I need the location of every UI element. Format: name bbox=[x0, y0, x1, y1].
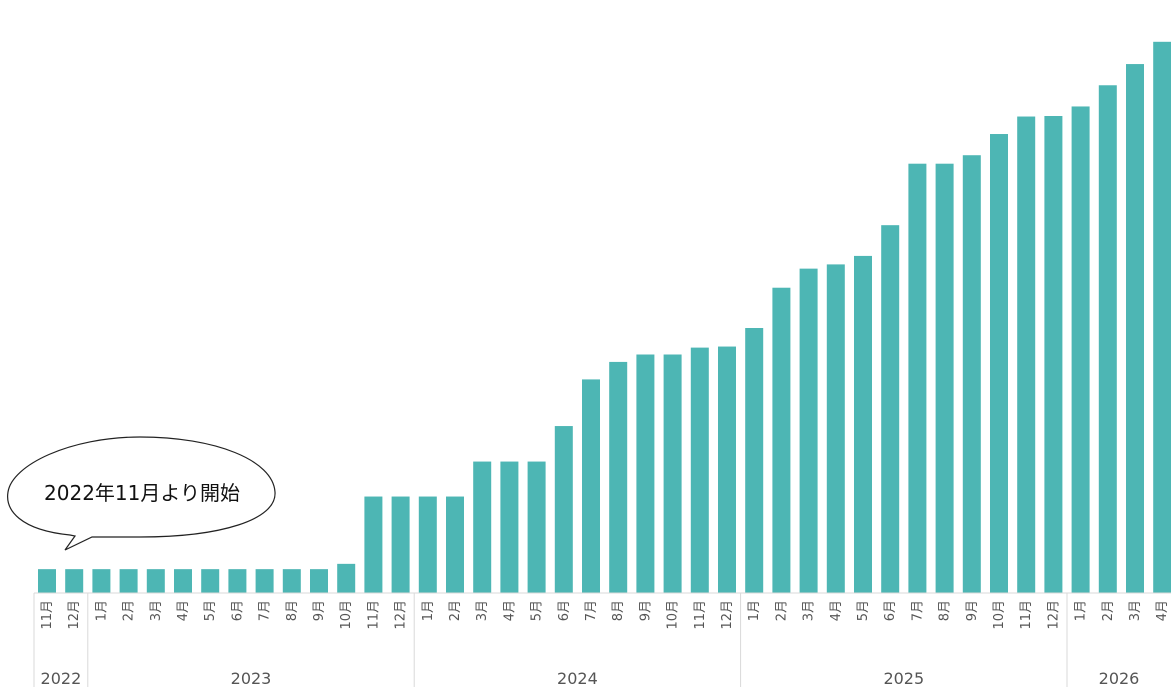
bar bbox=[473, 461, 492, 593]
x-tick-label: 3月 bbox=[149, 600, 164, 621]
x-tick-label: 4月 bbox=[176, 600, 191, 621]
bar bbox=[962, 155, 981, 593]
x-tick-label: 1月 bbox=[421, 600, 436, 621]
bar bbox=[854, 255, 872, 594]
x-tick-label: 11月 bbox=[1019, 600, 1034, 630]
bar bbox=[690, 347, 709, 593]
x-tick-label: 4月 bbox=[829, 600, 844, 621]
x-tick-label: 12月 bbox=[1046, 600, 1061, 630]
bar bbox=[935, 163, 954, 593]
x-tick-label: 5月 bbox=[530, 600, 545, 621]
speech-bubble-callout: 2022年11月より開始 bbox=[7, 436, 276, 551]
x-tick-label: 3月 bbox=[1128, 600, 1143, 621]
bar bbox=[554, 426, 573, 593]
x-tick-label: 10月 bbox=[992, 600, 1007, 630]
bar bbox=[1071, 106, 1090, 594]
x-tick-label: 12月 bbox=[720, 600, 735, 630]
x-tick-label: 1月 bbox=[747, 600, 762, 621]
bar bbox=[446, 496, 464, 593]
bar bbox=[1044, 116, 1063, 593]
x-axis: 11月 12月 1月 2月 3月 4月 5月 6月 7月 8月 9月 10月 11月 12月 1月 2月 3月 4… bbox=[33, 592, 1171, 687]
year-label: 2022 bbox=[41, 669, 82, 687]
x-tick-label: 8月 bbox=[938, 600, 953, 621]
bar bbox=[772, 287, 791, 593]
bar bbox=[228, 569, 247, 593]
year-label: 2024 bbox=[557, 669, 598, 687]
bar bbox=[609, 361, 628, 593]
bar bbox=[582, 379, 600, 593]
x-tick-label: 7月 bbox=[910, 600, 925, 621]
bar bbox=[174, 569, 192, 593]
x-tick-label: 10月 bbox=[666, 600, 681, 630]
bar bbox=[364, 496, 383, 593]
bar bbox=[826, 264, 845, 593]
x-tick-label: 11月 bbox=[366, 600, 381, 630]
bar bbox=[391, 496, 410, 593]
x-tick-label: 10月 bbox=[339, 600, 354, 630]
x-tick-label: 3月 bbox=[475, 600, 490, 621]
bar bbox=[663, 354, 682, 593]
x-tick-label: 11月 bbox=[40, 600, 55, 630]
bar bbox=[1153, 41, 1171, 594]
bar bbox=[255, 569, 274, 593]
bar bbox=[1017, 116, 1036, 593]
bar bbox=[337, 563, 356, 593]
bar bbox=[718, 346, 736, 593]
bar bbox=[636, 354, 655, 593]
bars-group bbox=[38, 41, 1171, 594]
speech-bubble-shape bbox=[7, 436, 276, 551]
x-tick-label: 9月 bbox=[965, 600, 980, 621]
x-tick-label: 11月 bbox=[693, 600, 708, 630]
bar bbox=[65, 569, 84, 593]
x-tick-label: 6月 bbox=[557, 600, 572, 621]
year-label: 2026 bbox=[1099, 669, 1140, 687]
x-tick-label: 5月 bbox=[203, 600, 218, 621]
x-tick-label: 2月 bbox=[1101, 600, 1116, 621]
x-tick-label: 5月 bbox=[856, 600, 871, 621]
bar bbox=[418, 496, 437, 593]
x-tick-label: 2月 bbox=[448, 600, 463, 621]
callout-text: 2022年11月より開始 bbox=[44, 481, 240, 505]
x-tick-label: 9月 bbox=[638, 600, 653, 621]
bar bbox=[799, 268, 818, 593]
x-tick-label: 1月 bbox=[1074, 600, 1089, 621]
bar bbox=[92, 569, 111, 593]
bar bbox=[527, 461, 546, 593]
bar bbox=[146, 569, 165, 593]
bar bbox=[881, 225, 900, 593]
bar bbox=[119, 569, 138, 593]
x-tick-label: 9月 bbox=[312, 600, 327, 621]
bar bbox=[38, 569, 56, 593]
bar bbox=[745, 328, 764, 593]
x-tick-label: 12月 bbox=[67, 600, 82, 630]
x-tick-label: 2月 bbox=[774, 600, 789, 621]
x-tick-label: 7月 bbox=[258, 600, 273, 621]
x-tick-label: 1月 bbox=[94, 600, 109, 621]
x-tick-label: 7月 bbox=[584, 600, 599, 621]
bar bbox=[500, 461, 519, 593]
x-tick-label: 6月 bbox=[883, 600, 898, 621]
x-tick-label: 3月 bbox=[802, 600, 817, 621]
x-tick-label: 8月 bbox=[611, 600, 626, 621]
x-tick-label: 6月 bbox=[230, 600, 245, 621]
bar bbox=[201, 569, 220, 593]
x-tick-label: 4月 bbox=[1155, 600, 1170, 621]
x-tick-label: 2月 bbox=[122, 600, 137, 621]
year-label: 2025 bbox=[883, 669, 924, 687]
bar bbox=[1098, 85, 1117, 593]
x-tick-label: 12月 bbox=[394, 600, 409, 630]
bar bbox=[908, 163, 927, 593]
x-tick-label: 4月 bbox=[502, 600, 517, 621]
bar bbox=[310, 569, 328, 593]
year-label: 2023 bbox=[231, 669, 272, 687]
bar bbox=[1126, 64, 1144, 593]
bar bbox=[282, 569, 301, 593]
bar bbox=[990, 134, 1008, 593]
x-tick-label: 8月 bbox=[285, 600, 300, 621]
